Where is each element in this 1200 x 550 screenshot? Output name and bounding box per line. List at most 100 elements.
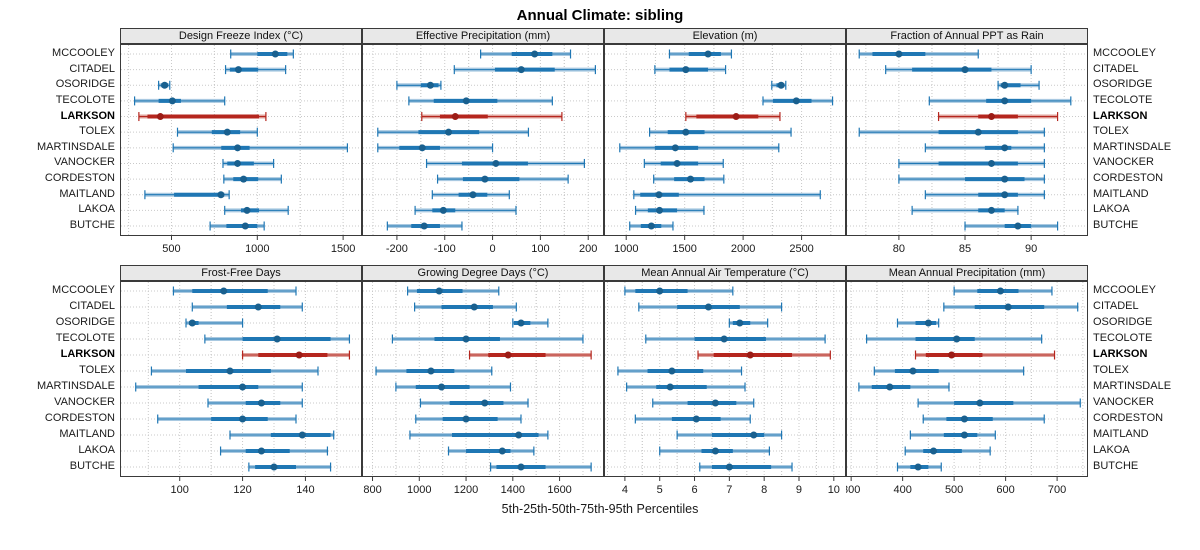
percentile-row-larkson	[914, 350, 1056, 360]
percentile-row-vanocker	[207, 398, 303, 408]
panel-mean-annual-air-temperature: Mean Annual Air Temperature (°C) 4 5 6 7 8 9 10	[604, 265, 846, 499]
x-tick-label: 5	[657, 484, 663, 496]
x-axis: 500 1000 1500	[162, 236, 355, 255]
station-label-tolex: TOLEX	[79, 364, 115, 376]
median-dot	[223, 128, 231, 136]
percentile-row-lakoa	[219, 446, 329, 456]
percentile-row-tolex	[617, 366, 743, 376]
x-tick-label: 100	[171, 484, 189, 496]
percentile-row-lakoa	[224, 205, 289, 215]
station-label-mccooley: MCCOOLEY	[1093, 284, 1156, 296]
percentile-row-martinsdale	[626, 382, 746, 392]
x-axis: 80 85 90	[893, 236, 1037, 255]
percentile-row-larkson	[138, 112, 267, 122]
percentile-row-osoridge	[771, 80, 787, 90]
median-dot	[515, 431, 523, 439]
station-label-citadel: CITADEL	[1093, 300, 1139, 312]
median-dot	[750, 431, 758, 439]
station-label-lakoa: LAKOA	[78, 203, 115, 216]
median-dot	[668, 367, 676, 375]
x-axis: 300 400 500 600 700	[846, 477, 1066, 496]
station-label-mccooley: MCCOOLEY	[52, 47, 115, 59]
median-dot	[736, 319, 744, 327]
station-label-citadel: CITADEL	[1093, 62, 1139, 75]
x-axis: -200 -100 0 100 200	[386, 236, 597, 255]
station-label-mccooley: MCCOOLEY	[52, 284, 115, 296]
median-dot	[720, 335, 728, 343]
median-dot	[517, 319, 525, 327]
percentile-row-osoridge	[512, 318, 549, 328]
x-tick-label: 600	[996, 484, 1014, 496]
panel-title: Effective Precipitation (mm)	[362, 28, 604, 44]
percentile-row-lakoa	[904, 446, 991, 456]
median-dot	[295, 351, 303, 359]
median-dot	[1001, 175, 1009, 183]
median-dot	[948, 351, 956, 359]
median-dot	[682, 128, 690, 136]
percentile-row-tecolote	[865, 334, 1043, 344]
percentile-row-martinsdale	[924, 143, 1045, 153]
station-label-butche: BUTCHE	[69, 460, 115, 472]
median-dot	[732, 113, 740, 121]
median-dot	[427, 367, 435, 375]
panel-design-freeze-index: Design Freeze Index (°C) 500 1000 1500	[120, 28, 362, 258]
station-label-martinsdale: MARTINSDALE	[1093, 140, 1172, 153]
percentile-row-citadel	[453, 65, 596, 75]
panel-row-bottom: MCCOOLEY CITADEL OSORIDGE TECOLOTE LARKSON TO…	[0, 265, 1200, 499]
percentile-row-lakoa	[659, 446, 770, 456]
median-dot	[953, 335, 961, 343]
median-dot	[909, 367, 917, 375]
median-dot	[777, 81, 785, 89]
station-label-osoridge: OSORIDGE	[1093, 316, 1153, 328]
median-dot	[271, 50, 279, 58]
x-axis: 1000 1500 2000 2500	[614, 236, 814, 255]
median-dot	[930, 447, 938, 455]
percentile-row-lakoa	[634, 205, 705, 215]
panel-plot: 80 85 90	[846, 44, 1088, 255]
percentile-row-maitland	[229, 430, 335, 440]
panel-growing-degree-days: Growing Degree Days (°C) 800 1000 1200 1400 1…	[362, 265, 604, 499]
x-tick-label: 90	[1025, 243, 1037, 255]
station-label-tecolote: TECOLOTE	[1093, 93, 1153, 106]
percentile-row-tolex	[375, 366, 493, 376]
percentile-row-martinsdale	[858, 382, 950, 392]
median-dot	[451, 113, 459, 121]
median-dot	[725, 463, 733, 471]
station-label-osoridge: OSORIDGE	[1093, 78, 1153, 91]
panel-plot: 100 120 140	[120, 281, 362, 496]
median-dot	[234, 144, 242, 152]
median-dot	[987, 159, 995, 167]
percentile-row-larkson	[421, 112, 563, 122]
percentile-row-maitland	[633, 190, 821, 200]
station-label-lakoa: LAKOA	[1093, 444, 1130, 456]
percentile-row-vanocker	[652, 398, 755, 408]
x-tick-label: 2500	[789, 243, 813, 255]
median-dot	[924, 319, 932, 327]
percentile-row-cordeston	[157, 414, 297, 424]
percentile-row-martinsdale	[619, 143, 780, 153]
median-dot	[687, 175, 695, 183]
station-label-tolex: TOLEX	[79, 125, 115, 138]
station-label-larkson: LARKSON	[1093, 109, 1148, 122]
station-label-lakoa: LAKOA	[78, 444, 115, 456]
median-dot	[671, 144, 679, 152]
median-dot	[1004, 303, 1012, 311]
percentile-row-citadel	[885, 65, 1032, 75]
percentile-row-osoridge	[728, 318, 769, 328]
x-tick-label: 300	[846, 484, 860, 496]
median-dot	[435, 287, 443, 295]
median-dot	[220, 287, 228, 295]
x-tick-label: 400	[893, 484, 911, 496]
percentile-row-cordeston	[922, 414, 1045, 424]
median-dot	[241, 222, 249, 230]
percentile-row-tolex	[873, 366, 1025, 376]
median-dot	[492, 159, 500, 167]
median-dot	[531, 50, 539, 58]
station-label-tecolote: TECOLOTE	[55, 93, 115, 106]
median-dot	[1001, 144, 1009, 152]
station-label-butche: BUTCHE	[1093, 219, 1139, 231]
median-dot	[1001, 97, 1009, 105]
percentile-row-cordeston	[415, 414, 522, 424]
panel-title: Design Freeze Index (°C)	[120, 28, 362, 44]
median-dot	[481, 399, 489, 407]
